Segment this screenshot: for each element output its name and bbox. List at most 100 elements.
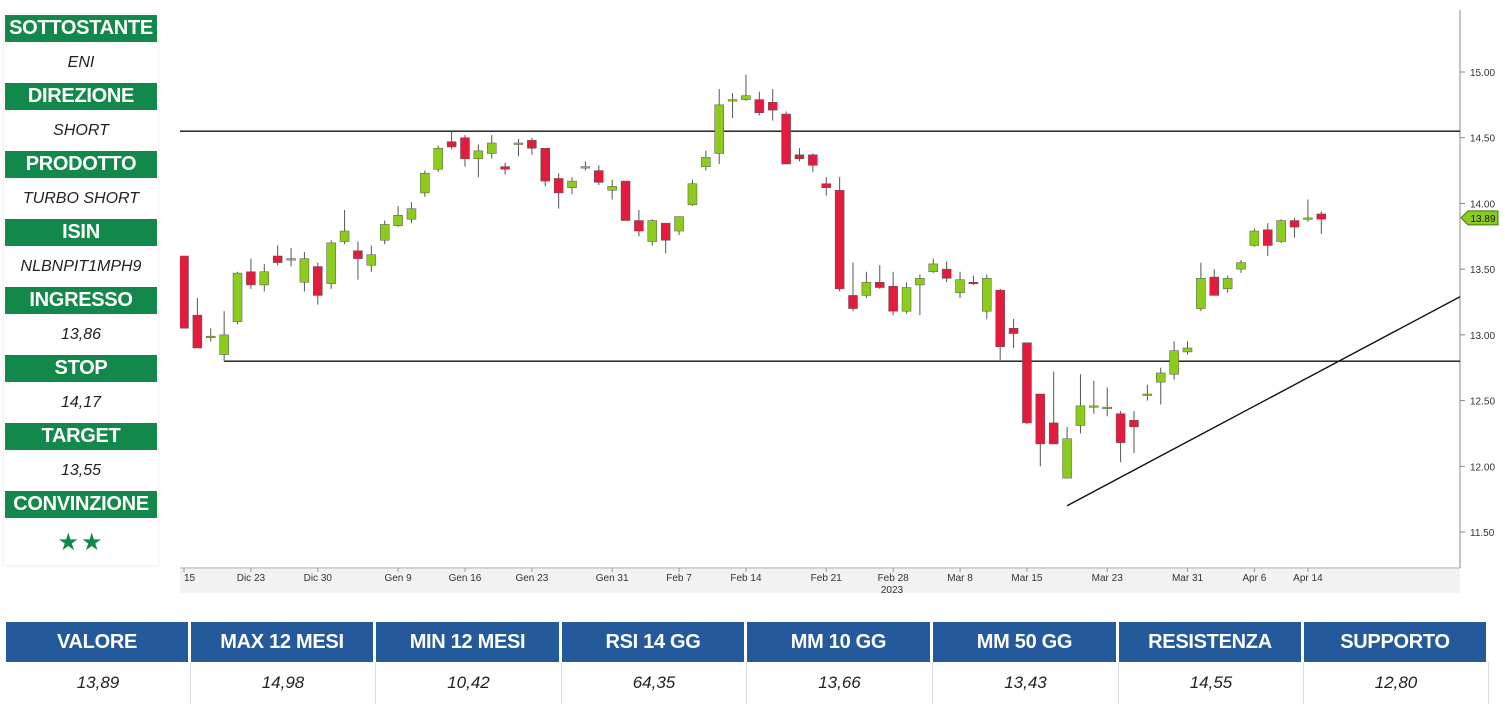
candle-body xyxy=(714,104,724,154)
candle-body xyxy=(982,278,992,312)
x-axis-year-label: 2023 xyxy=(881,585,904,595)
candle-body xyxy=(607,186,617,191)
candle-body xyxy=(660,222,671,241)
candle-body xyxy=(834,190,845,290)
x-tick-label: Dic 23 xyxy=(237,573,266,584)
y-tick-label: 12.50 xyxy=(1470,397,1495,408)
candle-body xyxy=(1115,413,1126,443)
candle-body xyxy=(620,180,631,221)
candle-body xyxy=(513,142,524,145)
x-tick-label: Mar 8 xyxy=(947,573,973,584)
candle-body xyxy=(741,95,751,100)
sidebar-value-prodotto: TURBO SHORT xyxy=(22,189,140,207)
candle-body xyxy=(727,99,738,102)
metric-value-mm-10-gg: 13,66 xyxy=(747,662,933,704)
y-tick-label: 14.50 xyxy=(1470,134,1495,145)
candle-body xyxy=(1169,350,1179,375)
x-tick-label: Feb 21 xyxy=(811,573,843,584)
candle-body xyxy=(420,172,430,194)
metric-value-resistenza: 14,55 xyxy=(1119,662,1304,704)
candle-body xyxy=(1276,220,1286,242)
candle-body xyxy=(594,170,604,183)
candle-body xyxy=(767,101,778,111)
y-tick-label: 14.00 xyxy=(1470,199,1495,210)
sidebar-value-direzione: SHORT xyxy=(53,121,109,139)
candle-body xyxy=(486,142,497,154)
x-tick-label: Mar 15 xyxy=(1011,573,1043,584)
candle-body xyxy=(246,271,256,286)
metric-header-max-12-mesi: MAX 12 MESI xyxy=(191,622,376,662)
x-tick-label: Gen 16 xyxy=(449,573,482,584)
candle-body xyxy=(553,178,564,194)
candle-body xyxy=(219,334,229,355)
candle-body xyxy=(1008,328,1019,334)
sidebar-label-sottostante: SOTTOSTANTE xyxy=(4,14,158,43)
candle-body xyxy=(1263,229,1273,246)
x-tick-label: Gen 23 xyxy=(515,573,548,584)
candle-body xyxy=(687,183,698,205)
candle-body xyxy=(968,282,979,285)
candle-body xyxy=(888,285,898,312)
sidebar-value-isin: NLBNPIT1MPH9 xyxy=(20,257,142,275)
candle-body xyxy=(861,282,872,296)
metric-value-rsi-14-gg: 64,35 xyxy=(562,662,747,704)
metric-header-supporto: SUPPORTO xyxy=(1304,622,1489,662)
metric-value-max-12-mesi: 14,98 xyxy=(191,662,376,704)
candle-body xyxy=(808,154,818,166)
candle-body xyxy=(192,314,203,349)
x-tick-label: Mar 23 xyxy=(1092,573,1124,584)
candle-body xyxy=(1062,438,1072,479)
metrics-value-row: 13,89 14,98 10,42 64,35 13,66 13,43 14,55 12,80 xyxy=(6,662,1496,704)
candle-body xyxy=(781,113,791,165)
x-tick-label: Mar 31 xyxy=(1172,573,1204,584)
candle-body xyxy=(1075,405,1086,426)
x-tick-label: Feb 28 xyxy=(878,573,910,584)
candle-body xyxy=(433,147,443,170)
y-tick-label: 15.00 xyxy=(1470,68,1495,79)
candle-body xyxy=(634,220,644,232)
candle-body xyxy=(1089,405,1099,408)
candle-body xyxy=(1316,213,1327,220)
x-tick-label: Gen 31 xyxy=(596,573,629,584)
sidebar-label-isin: ISIN xyxy=(4,218,158,247)
y-tick-label: 11.50 xyxy=(1470,528,1495,539)
sidebar-value-sottostante: ENI xyxy=(67,53,95,71)
candle-body xyxy=(647,220,658,242)
sidebar-value-stop: 14,17 xyxy=(60,393,102,411)
sidebar-label-direzione: DIREZIONE xyxy=(4,82,158,111)
candle-body xyxy=(1129,420,1139,428)
candle-body xyxy=(206,335,216,338)
candle-body xyxy=(259,271,270,286)
candle-body xyxy=(754,99,765,113)
candle-body xyxy=(353,250,363,259)
sidebar-label-convinzione: CONVINZIONE xyxy=(4,490,158,519)
candle-body xyxy=(393,215,403,227)
candle-body xyxy=(1048,422,1059,445)
x-tick-label: Dic 30 xyxy=(304,573,333,584)
metric-header-resistenza: RESISTENZA xyxy=(1119,622,1304,662)
candle-body xyxy=(915,278,925,286)
candle-body xyxy=(527,140,537,149)
metric-value-supporto: 12,80 xyxy=(1304,662,1489,704)
metric-header-mm-50-gg: MM 50 GG xyxy=(933,622,1119,662)
candle-body xyxy=(180,255,189,329)
candle-body xyxy=(446,141,457,148)
candle-body xyxy=(1249,230,1260,246)
candle-body xyxy=(299,258,310,283)
y-tick-label: 13.50 xyxy=(1470,265,1495,276)
metrics-table: VALORE MAX 12 MESI MIN 12 MESI RSI 14 GG MM … xyxy=(6,622,1496,704)
candle-body xyxy=(326,242,336,284)
candle-body xyxy=(674,216,684,232)
sidebar-value-target: 13,55 xyxy=(60,461,102,479)
x-tick-label: Feb 7 xyxy=(666,573,692,584)
metric-header-rsi-14-gg: RSI 14 GG xyxy=(562,622,747,662)
last-price-tag xyxy=(1460,210,1499,226)
x-tick-label: Apr 14 xyxy=(1293,573,1323,584)
candle-body xyxy=(1222,278,1233,290)
candle-body xyxy=(1196,278,1206,309)
candle-body xyxy=(580,166,591,169)
candle-body xyxy=(1142,393,1153,396)
candlestick-chart-svg: 11.50 12.00 12.50 13.00 13.50 14.00 14.50 15.00… xyxy=(180,10,1499,595)
candle-body xyxy=(366,254,377,266)
candle-body xyxy=(540,147,551,182)
